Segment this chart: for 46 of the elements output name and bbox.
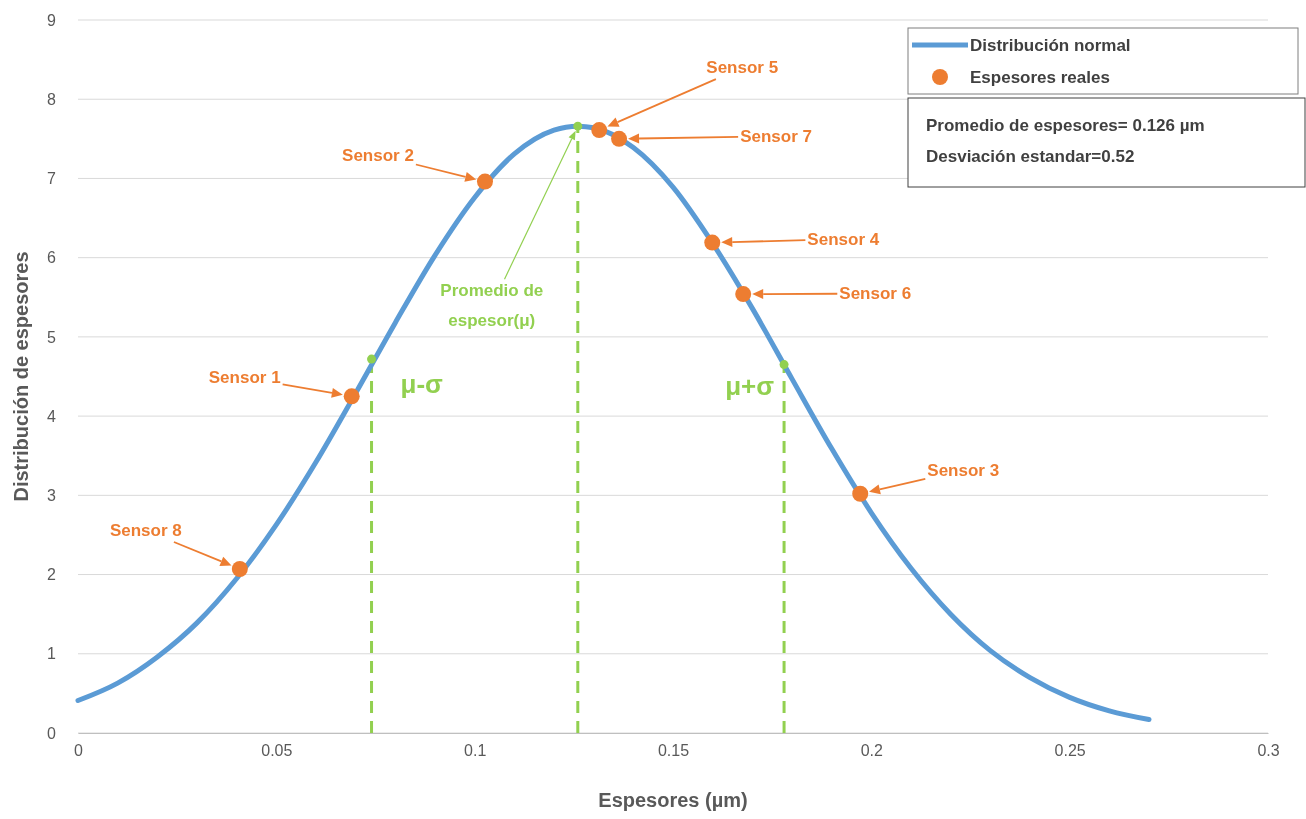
annotation: Sensor 7 xyxy=(740,126,812,146)
annotation: Sensor 3 xyxy=(927,460,1000,480)
legend-label: Espesores reales xyxy=(970,68,1110,87)
x-tick-label: 0.25 xyxy=(1054,742,1086,760)
point xyxy=(231,561,248,577)
info-box: Promedio de espesores= 0.126 µm Desviación estandar=0.52 xyxy=(907,97,1306,188)
y-tick-label: 2 xyxy=(47,566,57,584)
x-tick-label: 0.05 xyxy=(261,742,293,760)
point xyxy=(779,360,789,370)
y-tick-label: 3 xyxy=(47,486,57,504)
annotation: Sensor 1 xyxy=(208,368,281,388)
y-axis-title: Distribución de espesores xyxy=(10,251,32,502)
y-tick-label: 7 xyxy=(47,170,57,188)
annotation: Sensor 4 xyxy=(807,229,880,249)
y-tick-label: 5 xyxy=(47,328,57,346)
annotation: Desviación estandar=0.52 xyxy=(926,147,1135,166)
annotation: μ+σ xyxy=(725,370,775,401)
annotation: Sensor 6 xyxy=(839,284,912,304)
y-tick-label: 0 xyxy=(47,724,57,742)
point xyxy=(343,388,360,405)
x-tick-label: 0.1 xyxy=(464,742,487,760)
point xyxy=(476,173,493,190)
point xyxy=(367,354,377,364)
y-tick-label: 1 xyxy=(47,645,57,663)
point xyxy=(704,234,721,251)
y-tick-label: 6 xyxy=(47,249,57,267)
x-tick-label: 0.3 xyxy=(1257,742,1280,760)
y-tick-label: 8 xyxy=(47,90,57,108)
point xyxy=(611,130,628,147)
annotation: μ-σ xyxy=(400,369,444,400)
y-tick-label: 4 xyxy=(47,407,57,425)
y-tick-label: 9 xyxy=(47,11,57,29)
point xyxy=(852,485,869,502)
point xyxy=(573,121,583,131)
annotation: Promedio de espesor(μ) xyxy=(440,281,544,331)
annotation: Promedio de espesores= 0.126 µm xyxy=(926,116,1205,135)
point xyxy=(591,122,608,139)
annotation: Sensor 5 xyxy=(706,58,779,78)
x-tick-label: 0.15 xyxy=(657,742,690,760)
legend-label: Distribución normal xyxy=(970,36,1131,55)
x-tick-label: 0.2 xyxy=(860,742,884,760)
annotation: Sensor 2 xyxy=(342,145,414,165)
x-axis-title: Espesores (µm) xyxy=(598,789,748,811)
x-tick-label: 0 xyxy=(74,742,84,760)
annotation: Sensor 8 xyxy=(109,521,182,541)
point xyxy=(735,286,752,303)
